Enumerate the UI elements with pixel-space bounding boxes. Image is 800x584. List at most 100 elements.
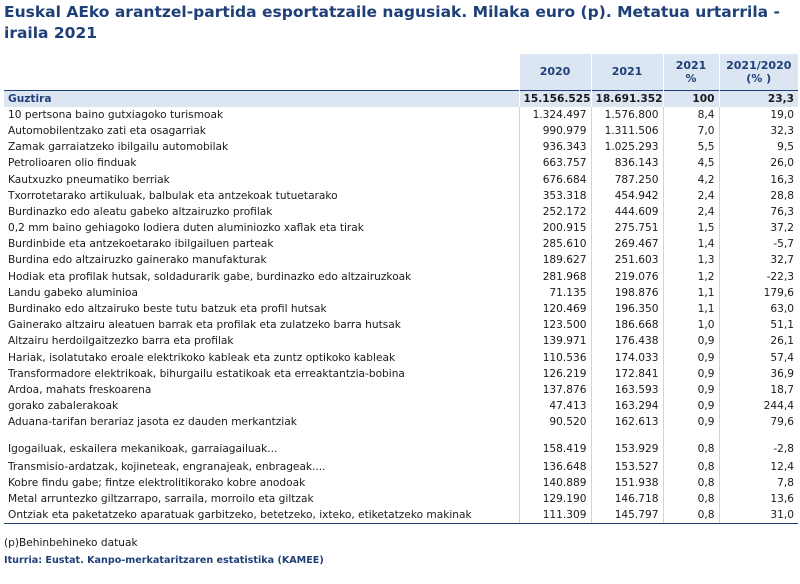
row-label: Petrolioaren olio finduak xyxy=(8,157,137,170)
row-change: -22,3 xyxy=(718,268,798,285)
row-value-2021: 153.527 xyxy=(590,458,663,475)
row-value-2020: 936.343 xyxy=(518,139,591,156)
row-share: 0,8 xyxy=(662,490,719,507)
row-value-2021: 1.576.800 xyxy=(590,106,663,123)
row-value-2020: 47.413 xyxy=(518,398,591,415)
row-share: 1,1 xyxy=(662,300,719,318)
row-value-2021: 1.025.293 xyxy=(590,139,663,156)
row-value-2020: 111.309 xyxy=(518,507,591,525)
row-share: 0,9 xyxy=(662,349,719,366)
row-value-2021: 269.467 xyxy=(590,236,663,253)
row-change: 79,6 xyxy=(718,414,798,431)
table-row: Igogailuak, eskailera mekanikoak, garrai… xyxy=(4,430,798,459)
row-share: 5,5 xyxy=(662,139,719,156)
table-row: Altzairu herdoilgaitzezko barra eta prof… xyxy=(4,333,798,350)
row-share: 0,8 xyxy=(662,474,719,491)
table-row: Burdinako edo altzairuko beste tutu batz… xyxy=(4,300,798,318)
row-value-2021: 444.609 xyxy=(590,203,663,220)
row-label: Ardoa, mahats freskoarena xyxy=(8,383,152,396)
row-value-2020: 110.536 xyxy=(518,349,591,366)
row-share: 7,0 xyxy=(662,122,719,140)
row-value-2020: 663.757 xyxy=(518,155,591,172)
row-value-2021: 186.668 xyxy=(590,317,663,334)
table-row: Automobilentzako zati eta osagarriak 990.… xyxy=(4,122,798,140)
header-blank xyxy=(4,54,519,90)
row-share: 0,8 xyxy=(662,458,719,475)
header-row: 2020 2021 2021 % 2021/2020 (% ) xyxy=(4,54,798,90)
table-row: Transformadore elektrikoak, bihurgailu e… xyxy=(4,365,798,382)
table-row: 0,2 mm baino gehiagoko lodiera duten alu… xyxy=(4,220,798,237)
row-share: 0,9 xyxy=(662,333,719,350)
row-share: 4,5 xyxy=(662,155,719,172)
row-label: gorako zabalerakoak xyxy=(8,400,119,413)
row-share: 1,0 xyxy=(662,317,719,334)
row-value-2020: 140.889 xyxy=(518,474,591,491)
exports-table: 2020 2021 2021 % 2021/2020 (% ) Guztira … xyxy=(4,54,798,525)
row-share: 1,4 xyxy=(662,236,719,253)
row-value-2021: 198.876 xyxy=(590,284,663,301)
row-change: 19,0 xyxy=(718,106,798,123)
table-title: Euskal AEko arantzel-partida esportatzai… xyxy=(4,3,780,42)
header-change-period: 2021/2020 xyxy=(726,58,792,72)
table-row: Hodiak eta profilak hutsak, soldadurarik… xyxy=(4,268,798,285)
row-change: 26,1 xyxy=(718,333,798,350)
total-share: 100 xyxy=(662,89,719,107)
row-change: 13,6 xyxy=(718,490,798,507)
row-value-2020: 123.500 xyxy=(518,317,591,334)
row-value-2021: 196.350 xyxy=(590,300,663,318)
row-change: 36,9 xyxy=(718,365,798,382)
row-share: 1,2 xyxy=(662,268,719,285)
row-value-2020: 137.876 xyxy=(518,381,591,399)
row-label: Burdina edo altzairuzko gainerako manufa… xyxy=(8,254,267,267)
total-2020: 15.156.525 xyxy=(518,89,591,107)
row-value-2021: 146.718 xyxy=(590,490,663,507)
row-value-2020: 252.172 xyxy=(518,203,591,220)
table-row: Metal arruntezko giltzarrapo, sarraila, … xyxy=(4,490,798,507)
table-row: 10 pertsona baino gutxiagoko turismoak 1.… xyxy=(4,106,798,123)
row-share: 4,2 xyxy=(662,171,719,188)
source-note: Iturria: Eustat. Kanpo-merkataritzaren e… xyxy=(4,555,324,566)
row-label: Gainerako altzairu aleatuen barrak eta p… xyxy=(8,319,401,332)
row-value-2020: 1.324.497 xyxy=(518,106,591,123)
row-label: Burdinako edo altzairuko beste tutu batz… xyxy=(8,303,327,316)
row-value-2021: 454.942 xyxy=(590,187,663,204)
row-share: 2,4 xyxy=(662,187,719,204)
row-value-2020: 139.971 xyxy=(518,333,591,350)
row-label: 0,2 mm baino gehiagoko lodiera duten alu… xyxy=(8,222,364,235)
table-row: Burdinbide eta antzekoetarako ibilgailue… xyxy=(4,236,798,253)
table-row: gorako zabalerakoak 47.413 163.294 0,9 244,4 xyxy=(4,398,798,415)
table-row: Ontziak eta paketatzeko aparatuak garbit… xyxy=(4,507,798,525)
row-value-2021: 275.751 xyxy=(590,220,663,237)
header-share-year: 2021 xyxy=(675,58,707,72)
row-value-2020: 200.915 xyxy=(518,220,591,237)
table-row: Burdinazko edo aleatu gabeko altzairuzko… xyxy=(4,203,798,220)
row-change: 18,7 xyxy=(718,381,798,399)
row-share: 0,9 xyxy=(662,381,719,399)
row-change: 7,8 xyxy=(718,474,798,491)
table-row: Gainerako altzairu aleatuen barrak eta p… xyxy=(4,317,798,334)
row-label: 10 pertsona baino gutxiagoko turismoak xyxy=(8,108,224,121)
table-row: Hariak, isolatutako eroale elektrikoko k… xyxy=(4,349,798,366)
row-change: 9,5 xyxy=(718,139,798,156)
row-value-2021: 172.841 xyxy=(590,365,663,382)
table-row: Ardoa, mahats freskoarena 137.876 163.593 0… xyxy=(4,381,798,399)
row-share: 1,5 xyxy=(662,220,719,237)
header-share-unit: % xyxy=(685,71,697,85)
total-row: Guztira 15.156.525 18.691.352 100 23,3 xyxy=(4,89,798,107)
row-label: Ontziak eta paketatzeko aparatuak garbit… xyxy=(4,507,519,525)
row-change: 76,3 xyxy=(718,203,798,220)
row-value-2020: 189.627 xyxy=(518,252,591,269)
row-label: Burdinazko edo aleatu gabeko altzairuzko… xyxy=(8,205,273,218)
row-change: -5,7 xyxy=(718,236,798,253)
table-row: Transmisio-ardatzak, kojineteak, engrana… xyxy=(4,458,798,475)
header-change-unit: (% ) xyxy=(746,71,772,85)
row-label: Landu gabeko aluminioa xyxy=(8,286,139,299)
row-value-2020: 136.648 xyxy=(518,458,591,475)
header-change: 2021/2020 (% ) xyxy=(718,54,798,90)
row-change: 32,3 xyxy=(718,122,798,140)
row-change: 28,8 xyxy=(718,187,798,204)
table-row: Zamak garraiatzeko ibilgailu automobilak… xyxy=(4,139,798,156)
row-label: Transformadore elektrikoak, bihurgailu e… xyxy=(8,367,405,380)
row-value-2021: 174.033 xyxy=(590,349,663,366)
row-label: Aduana-tarifan berariaz jasota ez dauden… xyxy=(8,416,297,429)
